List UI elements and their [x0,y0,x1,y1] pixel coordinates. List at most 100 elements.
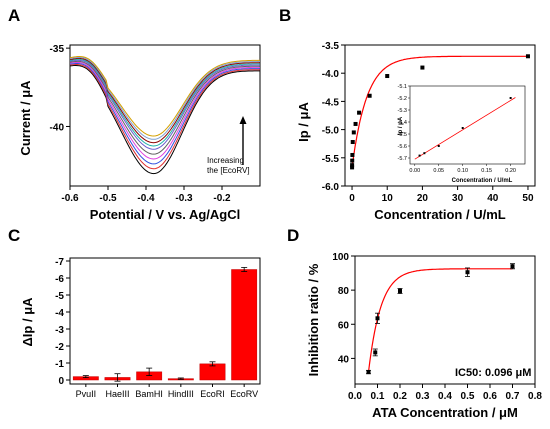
panel-b-ytick-label: -6.0 [322,182,340,193]
ic50-annotation: IC50: 0.096 μM [455,367,531,379]
inset-ylabel: Ip / μA [398,116,404,135]
panel-a-ytick-label: -35 [50,44,65,55]
panel-d-point [398,288,402,293]
panel-c-ytick-label: -2 [55,342,64,353]
dpv-curve [69,60,260,155]
panel-d-point [465,270,470,275]
inset-xtick-label: 0.10 [457,168,468,174]
panel-a-xtick-label: -0.5 [99,193,117,204]
panel-d-point [366,370,371,375]
panel-b-point [525,54,530,59]
panel-c-ytick-label: -4 [55,308,64,319]
annotation-increasing: Increasing [207,156,244,165]
dpv-curve [69,58,260,147]
panel-b-xtick-label: 0 [349,193,355,204]
panel-d-point [510,264,515,269]
panel-b-ytick-label: -3.5 [322,41,340,52]
panel-label-d: D [287,226,299,245]
panel-d-fit-curve [367,268,513,373]
panel-label-b: B [279,6,291,25]
panel-c-category-label: HaeIII [105,389,129,399]
panel-d-xtick-label: 0.3 [416,391,430,402]
panel-c-ytick-label: -6 [55,274,64,285]
panel-d-ytick-label: 40 [338,354,350,365]
panel-b-xtick-label: 50 [522,193,534,204]
panel-d-xtick-label: 0.2 [393,391,407,402]
panel-d-xtick-label: 0.6 [483,391,497,402]
panel-d-frame [354,255,536,385]
inset-point [418,154,421,157]
inset-ytick-label: -5.3 [398,108,407,114]
panel-c-ytick-label: -7 [55,257,64,268]
panel-b-point [385,74,390,79]
inset-xlabel: Concentration / U/mL [452,178,513,184]
dpv-curve [69,57,260,144]
panel-b-ytick-label: -4.5 [322,97,340,108]
dpv-curve [69,64,260,170]
panel-b-frame [344,44,536,187]
panel-c-category-label: EcoRI [200,389,225,399]
panel-d-point [375,316,380,321]
panel-b-fit-curve [351,55,528,168]
panel-b-xtick-label: 40 [487,193,499,204]
panel-label-c: C [8,226,20,245]
panel-d-ytick-label: 100 [332,252,349,263]
panel-b-ytick-label: -4.0 [322,69,340,80]
panel-b-point [367,93,372,98]
panel-b-ytick-label: -5.0 [322,126,340,137]
dpv-curve [69,61,260,160]
panel-c-ytick-label: -3 [55,325,64,336]
inset-point [509,97,512,99]
panel-c-ytick-label: 0 [58,376,64,387]
panel-c-frame [69,257,261,385]
inset-ytick-label: -5.6 [398,144,407,150]
panel-d-chart: 0.0 0.1 0.2 0.3 0.4 0.5 0.6 0.7 0.8 40 60 80 100 IC5… [306,252,542,420]
panel-b-xtick-label: 20 [417,193,429,204]
panel-d-xtick-label: 0.5 [461,391,475,402]
panel-a-xtick-label: -0.3 [175,193,193,204]
panel-a-chart: -0.6 -0.5 -0.4 -0.3 -0.2 -35 -40 Increasing th… [18,44,261,222]
panel-d-xtick-label: 0.0 [348,391,362,402]
dpv-curve [69,63,260,165]
panel-c-bar [231,269,258,381]
inset-ytick-label: -5.4 [398,120,407,126]
inset-xtick-label: 0.00 [409,168,420,174]
inset-frame [409,85,526,165]
panel-b-inset: 0.00 0.05 0.10 0.15 0.20 -5.1 -5.2 -5.3 -5.4 -5.5… [398,84,526,184]
panel-c-chart: 0 -1 -2 -3 -4 -5 -6 -7 PvuII HaeIII BamHI HindIII E… [20,257,261,399]
panel-b-point [350,158,355,163]
panel-c-category-label: PvuII [76,389,97,399]
panel-b-xtick-label: 30 [452,193,464,204]
panel-a-xlabel: Potential / V vs. Ag/AgCl [90,207,240,222]
dpv-curve [69,56,261,137]
panel-b-ytick-label: -5.5 [322,154,340,165]
panel-c-ylabel: ΔIp / μA [20,297,35,347]
panel-b-point [350,140,355,145]
inset-ytick-label: -5.1 [398,84,407,90]
panel-b-ylabel: Ip / μA [296,102,311,142]
panel-a-ylabel: Current / μA [18,80,33,156]
panel-b-chart: 0 10 20 30 40 50 -3.5 -4.0 -4.5 -5.0 -5.5 -6.0 0.00… [296,41,536,222]
inset-fit-line [414,97,516,160]
panel-d-xlabel: ATA Concentration / μM [372,405,518,420]
panel-d-xtick-label: 0.7 [506,391,520,402]
inset-ytick-label: -5.7 [398,156,407,162]
dpv-curve [69,56,260,140]
panel-a-xtick-label: -0.2 [213,193,231,204]
dpv-curve [69,59,260,150]
inset-xtick-label: 0.05 [433,168,444,174]
panel-a-xtick-label: -0.6 [61,193,79,204]
panel-c-category-label: BamHI [135,389,163,399]
panel-b-point [350,163,355,168]
panel-label-a: A [8,6,20,25]
inset-ytick-label: -5.5 [398,132,407,138]
panel-d-ytick-label: 60 [338,320,350,331]
panel-b-point [357,110,362,115]
inset-point [437,145,440,147]
inset-point [423,152,426,155]
panel-d-xtick-label: 0.8 [528,391,542,402]
panel-d-xtick-label: 0.4 [438,391,452,402]
panel-c-category-label: HindIII [168,389,194,399]
panel-d-point [373,350,378,355]
